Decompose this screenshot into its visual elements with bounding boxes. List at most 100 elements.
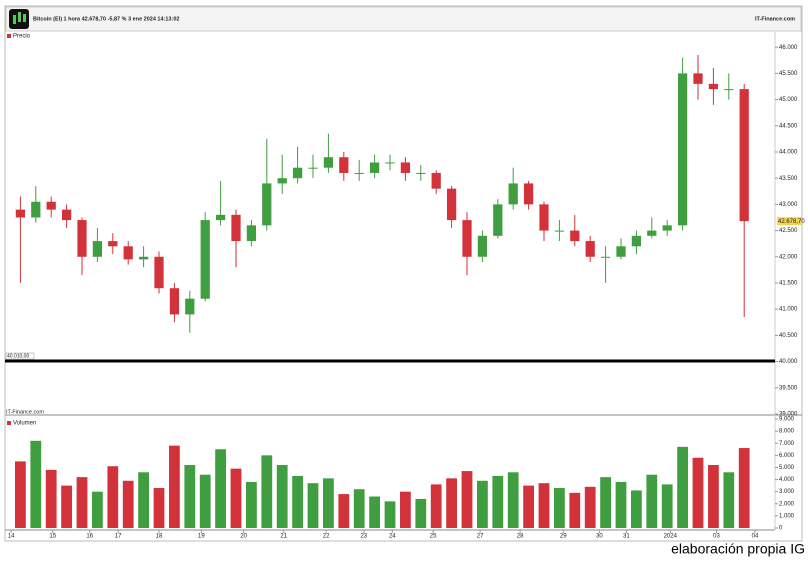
candle-body bbox=[354, 172, 364, 174]
x-tick-label: 24 bbox=[389, 534, 396, 540]
x-tick-label: 16 bbox=[86, 534, 93, 540]
y-tick-label: 3.000 bbox=[779, 489, 795, 495]
volume-bar bbox=[677, 446, 688, 528]
y-tick-label: 42.500 bbox=[779, 228, 798, 234]
volume-bar bbox=[430, 484, 442, 528]
candle-body bbox=[185, 298, 195, 315]
y-tick-label: 2.000 bbox=[779, 501, 795, 507]
volume-bar bbox=[507, 472, 519, 528]
volume-bar bbox=[738, 448, 750, 528]
header-bar bbox=[5, 6, 802, 32]
y-tick-label: 7.000 bbox=[779, 441, 795, 447]
y-tick-label: 39.500 bbox=[779, 385, 798, 391]
volume-bar bbox=[323, 478, 334, 528]
candle-body bbox=[431, 172, 441, 189]
volume-bar bbox=[584, 486, 596, 528]
x-tick-label: 2024 bbox=[664, 534, 678, 540]
candle-body bbox=[323, 157, 334, 168]
volume-bar bbox=[61, 485, 72, 528]
volume-bar bbox=[615, 481, 627, 528]
volume-bar bbox=[492, 475, 504, 528]
legend-swatch bbox=[7, 34, 11, 38]
volume-bar bbox=[30, 440, 42, 528]
candle-body bbox=[108, 241, 118, 247]
volume-bar bbox=[138, 472, 149, 528]
y-tick-label: 4.000 bbox=[779, 477, 795, 483]
volume-bar bbox=[600, 477, 611, 528]
x-tick-label: 15 bbox=[49, 534, 56, 540]
volume-bar bbox=[169, 445, 180, 528]
last-price-label: 42.678,70 bbox=[778, 219, 805, 225]
candle-body bbox=[708, 83, 719, 90]
volume-bar bbox=[723, 472, 735, 528]
watermark: IT-Finance.com bbox=[6, 409, 44, 415]
y-tick-label: 46.000 bbox=[779, 45, 798, 51]
candle-body bbox=[200, 220, 210, 299]
volume-bar bbox=[415, 498, 427, 528]
volume-bar bbox=[661, 484, 673, 528]
x-tick-label: 27 bbox=[477, 534, 484, 540]
volume-bar bbox=[523, 485, 534, 528]
y-tick-label: 44.000 bbox=[779, 150, 798, 156]
legend-label: Volumen bbox=[13, 421, 36, 427]
y-tick-label: 41.000 bbox=[779, 307, 798, 313]
candle-body bbox=[647, 230, 657, 236]
y-tick-label: 42.000 bbox=[779, 254, 798, 260]
volume-bar bbox=[246, 481, 257, 528]
volume-bar bbox=[461, 471, 473, 528]
volume-bar bbox=[230, 468, 242, 528]
reference-label-box bbox=[5, 352, 35, 360]
footer: elaboración propia IG bbox=[671, 541, 805, 557]
candle-body bbox=[369, 162, 380, 173]
candle-body bbox=[262, 183, 272, 226]
candle-body bbox=[739, 89, 749, 222]
candle-body bbox=[46, 201, 56, 210]
candle-body bbox=[508, 183, 518, 205]
x-tick-label: 30 bbox=[596, 534, 603, 540]
volume-bar bbox=[384, 501, 396, 528]
y-tick-label: 39.000 bbox=[779, 412, 798, 418]
candle-body bbox=[77, 220, 87, 257]
reference-label: 40.010,00 bbox=[7, 353, 29, 359]
x-tick-label: 04 bbox=[752, 534, 759, 540]
candle-body bbox=[600, 256, 611, 258]
candle-body bbox=[570, 230, 580, 242]
candle-body bbox=[724, 89, 734, 91]
volume-bar bbox=[569, 492, 581, 528]
y-tick-label: 40.000 bbox=[779, 359, 798, 365]
volume-bar bbox=[646, 474, 658, 528]
candle-body bbox=[277, 178, 287, 184]
volume-bar bbox=[353, 489, 365, 528]
candle-body bbox=[385, 162, 395, 164]
volume-bar bbox=[92, 491, 103, 528]
volume-bar bbox=[184, 465, 196, 528]
volume-bar bbox=[554, 488, 565, 528]
frame bbox=[4, 5, 803, 542]
candle-body bbox=[416, 172, 426, 174]
y-tick-label: 45.000 bbox=[779, 97, 798, 103]
volume-bar bbox=[692, 457, 704, 528]
candle-body bbox=[169, 288, 180, 315]
candle-body bbox=[400, 162, 411, 173]
x-tick-label: 14 bbox=[8, 534, 15, 540]
legend-swatch bbox=[7, 421, 11, 425]
x-tick-label: 17 bbox=[115, 534, 122, 540]
logo-candle bbox=[18, 12, 21, 22]
volume-bar bbox=[276, 465, 288, 528]
volume-bar bbox=[338, 494, 350, 528]
candle-body bbox=[693, 73, 703, 84]
candle-body bbox=[585, 241, 595, 257]
volume-bar bbox=[15, 461, 26, 528]
y-tick-label: 8.000 bbox=[779, 429, 795, 435]
candle-body bbox=[662, 225, 672, 231]
y-tick-label: 6.000 bbox=[779, 453, 795, 459]
candle-body bbox=[123, 246, 133, 260]
y-tick-label: 43.500 bbox=[779, 176, 798, 182]
candle-body bbox=[523, 183, 534, 205]
volume-bar bbox=[446, 478, 457, 528]
candle-body bbox=[15, 209, 26, 218]
header-title: Bitcoin (EI) 1 hora 42.678,70 -5,87 % 3 … bbox=[33, 16, 179, 22]
volume-bar bbox=[369, 496, 380, 528]
volume-bar bbox=[477, 480, 488, 528]
y-tick-label: 0 bbox=[779, 526, 783, 532]
